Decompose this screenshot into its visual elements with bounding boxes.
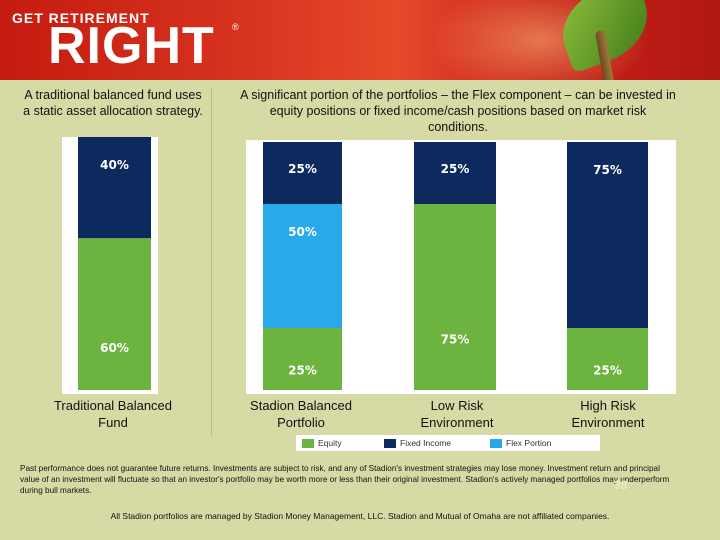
flex-swatch [490, 439, 502, 449]
category-label-3: Low Risk Environment [420, 398, 494, 430]
bar-segment-equity-2 [263, 328, 342, 390]
bar-segment-equity-1 [78, 238, 151, 390]
bar-segment-equity-3 [414, 204, 496, 390]
data-label-4-3: 75% [593, 163, 622, 177]
bar-segment-fixed-income-4 [567, 142, 648, 328]
data-label-2-2: 50% [288, 225, 317, 239]
data-label-3-3: 25% [441, 162, 470, 176]
brand-tagline: GET RETIREMENT [12, 10, 150, 26]
chart-legend: Equity Fixed Income Flex Portion [296, 435, 600, 451]
header-banner: GET RETIREMENT RIGHT ® [0, 0, 720, 80]
registered-mark: ® [232, 22, 239, 32]
category-label-4: High Risk Environment [571, 398, 645, 430]
left-caption: A traditional balanced fund uses a stati… [23, 88, 203, 118]
data-label-3-1: 75% [441, 333, 470, 347]
brand-logo: RIGHT [48, 17, 215, 75]
data-label-2-1: 25% [288, 364, 317, 378]
category-label-2: Stadion Balanced Portfolio [250, 398, 352, 430]
data-label-4-1: 25% [593, 364, 622, 378]
data-label-1-1: 60% [100, 341, 129, 355]
bar-segment-fixed-income-1 [78, 137, 151, 239]
bar-segment-fixed-income-2 [263, 142, 342, 204]
fixed-income-swatch [384, 439, 396, 449]
footnote-text: All Stadion portfolios are managed by St… [110, 511, 610, 521]
disclaimer-text: Past performance does not guarantee futu… [20, 464, 670, 495]
data-label-2-3: 25% [288, 162, 317, 176]
legend-item-flex: Flex Portion [490, 437, 551, 449]
panel-divider [211, 88, 212, 436]
legend-item-fixed-income: Fixed Income [384, 437, 451, 449]
page-number: 38 [614, 478, 628, 492]
data-label-1-3: 40% [100, 158, 129, 172]
equity-swatch [302, 439, 314, 449]
right-caption: A significant portion of the portfolios … [240, 88, 676, 134]
legend-item-equity: Equity [302, 437, 342, 449]
bar-segment-fixed-income-3 [414, 142, 496, 204]
category-label-1: Traditional Balanced Fund [53, 398, 173, 430]
bar-segment-equity-4 [567, 328, 648, 390]
bar-segment-flex-portion-2 [263, 204, 342, 328]
